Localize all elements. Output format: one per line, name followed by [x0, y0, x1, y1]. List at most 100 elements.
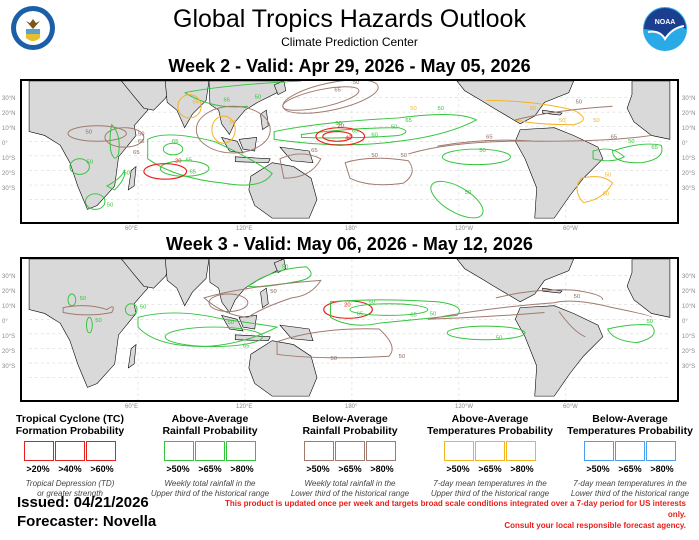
lat-label-left: 10°N	[2, 304, 16, 310]
legend-swatches	[560, 441, 699, 461]
contour-label: 50	[227, 320, 234, 326]
contour-label: 65	[133, 150, 139, 156]
contour-label: 50	[438, 106, 445, 112]
contour-label: 65	[410, 312, 416, 318]
contour-label: 65	[611, 134, 617, 140]
contour-label: 50	[559, 118, 566, 124]
lat-label-right: 0°	[682, 141, 688, 147]
legend-note: Weekly total rainfall in the Upper third …	[150, 479, 270, 498]
contour-label: 50	[479, 148, 486, 154]
lat-label-right: 30°N	[682, 96, 696, 102]
legend-swatch	[54, 441, 85, 461]
contour-label: 65	[311, 148, 317, 154]
contour-label: 65	[243, 343, 249, 349]
contour-label: 50	[123, 170, 130, 176]
contour-label: 65	[334, 88, 340, 94]
contour-label: 50	[85, 130, 92, 136]
contour-label: 50	[647, 319, 654, 325]
contour-label: 50	[335, 121, 342, 127]
legend-swatch	[225, 441, 256, 461]
contour-label: 50	[410, 106, 417, 112]
contour-label: 50	[95, 318, 102, 324]
contour-label: 50	[465, 190, 472, 196]
doc-seal-icon	[10, 5, 56, 56]
contour-label: 50	[138, 131, 145, 137]
lat-label-right: 20°N	[682, 111, 696, 117]
lat-label-left: 10°S	[2, 334, 16, 340]
contour-label: 50	[530, 106, 537, 112]
legend-swatch	[365, 441, 396, 461]
contour-label: 50	[399, 354, 406, 360]
lon-label: 120°E	[236, 226, 253, 232]
legend-labels: >50% >65% >80%	[420, 464, 560, 474]
contour-label: 60	[371, 132, 378, 138]
lat-label-right: 10°S	[682, 334, 696, 340]
disclaimer: This product is updated once per week an…	[206, 498, 686, 531]
contour-label: 50	[107, 202, 114, 208]
week3-map: 50 50 50 50 50 65 50 50 20 65 50 65 50 50 50 50 50	[20, 257, 679, 402]
noaa-logo-icon: NOAA	[642, 6, 688, 57]
lat-label-right: 20°N	[682, 289, 696, 295]
contour-label: 50	[576, 99, 583, 105]
contour-label: 65	[651, 145, 657, 151]
lat-label-right: 20°S	[682, 349, 696, 355]
contour-label: 65	[352, 129, 358, 135]
lat-label-left: 20°N	[2, 289, 16, 295]
legend-note: Tropical Depression (TD) or greater stren…	[25, 479, 115, 498]
contour-label: 50	[401, 153, 408, 159]
legend-swatch	[614, 441, 645, 461]
legend-note: 7-day mean temperatures in the Lower thir…	[570, 479, 690, 498]
page-subtitle: Climate Prediction Center	[281, 35, 418, 49]
contour-label: 50	[331, 356, 338, 362]
lon-label: 60°W	[563, 404, 578, 410]
legend-swatch	[645, 441, 676, 461]
contour-label: 50	[371, 153, 378, 159]
legend-above-temp: Above-Average Temperatures Probability >50…	[420, 413, 560, 499]
legend-threshold: >50%	[446, 464, 470, 474]
lat-label-left: 30°N	[2, 274, 16, 280]
map-canvas: 50 50 50 50 50 65 50 50 20 65 50 65 50 50 50 50 50	[28, 259, 671, 400]
legend-threshold: >60%	[90, 464, 114, 474]
legend-swatch	[85, 441, 116, 461]
contour-label: 50	[80, 296, 87, 302]
lat-label-right: 10°N	[682, 126, 696, 132]
issued-date: Issued: 04/21/2026	[17, 494, 149, 511]
legend-threshold: >50%	[166, 464, 190, 474]
legend-swatch	[583, 441, 614, 461]
legend-labels: >50% >65% >80%	[140, 464, 280, 474]
legend-swatch	[505, 441, 536, 461]
lon-label: 60°E	[125, 404, 139, 410]
legend-threshold: >80%	[650, 464, 674, 474]
contour-label: 65	[138, 139, 144, 145]
legend-note: 7-day mean temperatures in the Upper thir…	[430, 479, 550, 498]
contour-label: 20	[344, 303, 351, 309]
lat-label-left: 10°N	[2, 126, 16, 132]
contour-label: 50	[574, 294, 581, 300]
contour-label: 20	[337, 124, 344, 130]
week2-title: Week 2 - Valid: Apr 29, 2026 - May 05, 2…	[168, 56, 531, 76]
contour-label: 50	[86, 160, 93, 166]
legend-threshold: >40%	[58, 464, 82, 474]
week3-title: Week 3 - Valid: May 06, 2026 - May 12, 2…	[166, 234, 533, 254]
contour-label: 65	[172, 139, 178, 145]
lon-label: 120°W	[455, 226, 474, 232]
legend-threshold: >80%	[230, 464, 254, 474]
legend-threshold: >65%	[198, 464, 222, 474]
disclaimer-line2: Consult your local responsible forecast …	[504, 521, 686, 530]
lat-label-right: 10°S	[682, 156, 696, 162]
legend-above-rain: Above-Average Rainfall Probability >50% >65…	[140, 413, 280, 499]
legend-title: Below-Average Temperatures Probability	[567, 413, 693, 437]
lat-label-right: 30°S	[682, 186, 696, 192]
lat-label-left: 0°	[2, 141, 8, 147]
legend-swatches	[0, 441, 140, 461]
legend-threshold: >65%	[338, 464, 362, 474]
contour-label: 50	[628, 139, 635, 145]
contour-label: 50	[496, 336, 503, 342]
contour-label: 50	[140, 305, 147, 311]
lon-label: 60°E	[125, 226, 139, 232]
lat-label-left: 30°N	[2, 96, 16, 102]
legend: Tropical Cyclone (TC) Formation Probabili…	[0, 413, 699, 498]
contour-label: 65	[186, 158, 192, 164]
legend-swatch	[443, 441, 474, 461]
legend-tc: Tropical Cyclone (TC) Formation Probabili…	[0, 413, 140, 499]
